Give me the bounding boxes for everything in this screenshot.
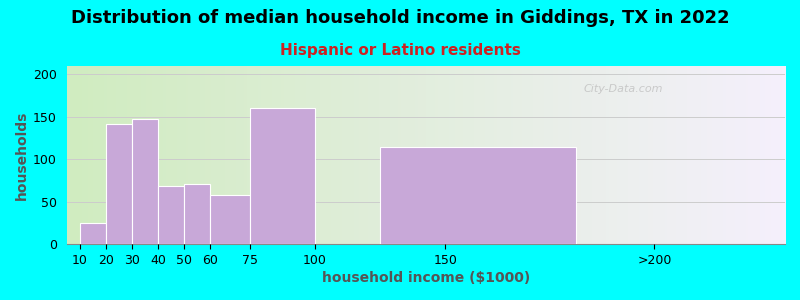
Bar bbox=[158, 186, 184, 244]
Bar bbox=[132, 119, 158, 244]
Text: City-Data.com: City-Data.com bbox=[584, 84, 663, 94]
Bar bbox=[250, 108, 315, 244]
Bar bbox=[80, 223, 106, 244]
Bar bbox=[184, 184, 210, 244]
Bar bbox=[380, 147, 576, 244]
Bar bbox=[210, 195, 250, 244]
Text: Hispanic or Latino residents: Hispanic or Latino residents bbox=[279, 44, 521, 59]
Y-axis label: households: households bbox=[15, 110, 29, 200]
X-axis label: household income ($1000): household income ($1000) bbox=[322, 271, 530, 285]
Text: Distribution of median household income in Giddings, TX in 2022: Distribution of median household income … bbox=[70, 9, 730, 27]
Bar bbox=[106, 124, 132, 244]
